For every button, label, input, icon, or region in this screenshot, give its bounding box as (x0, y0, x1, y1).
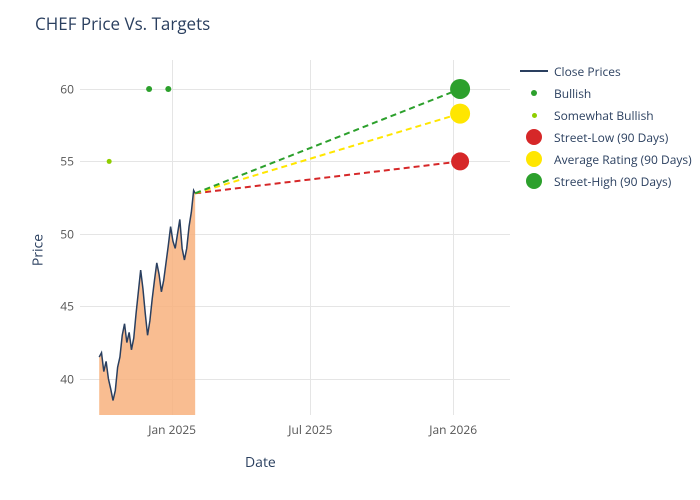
legend: Close Prices Bullish Somewhat Bullish Stree… (520, 60, 692, 192)
legend-swatch (520, 151, 548, 167)
target-marker (450, 104, 470, 124)
legend-item: Close Prices (520, 60, 692, 82)
chart-title: CHEF Price Vs. Targets (35, 12, 210, 35)
legend-swatch (520, 113, 548, 118)
legend-label: Bullish (554, 85, 591, 102)
y-axis-label: Price (29, 234, 48, 266)
plot-area: Jan 2025Jul 2025Jan 20264045505560 (80, 60, 510, 415)
legend-label: Street-High (90 Days) (554, 173, 671, 190)
chart-svg (80, 60, 510, 415)
legend-label: Average Rating (90 Days) (554, 151, 692, 168)
bullish-marker (165, 86, 171, 92)
legend-swatch (520, 173, 548, 189)
chart-container: CHEF Price Vs. Targets Price Date Jan 20… (0, 0, 700, 500)
x-tick-label: Jul 2025 (288, 415, 332, 438)
target-marker (450, 79, 470, 99)
y-tick-label: 45 (60, 298, 80, 315)
y-tick-label: 55 (60, 153, 80, 170)
y-tick-label: 60 (60, 80, 80, 97)
target-marker (451, 152, 469, 170)
legend-swatch (520, 90, 548, 96)
y-tick-label: 50 (60, 225, 80, 242)
legend-swatch (520, 129, 548, 145)
legend-label: Close Prices (554, 63, 621, 80)
legend-item: Street-High (90 Days) (520, 170, 692, 192)
y-tick-label: 40 (60, 370, 80, 387)
bullish-marker (146, 86, 152, 92)
x-tick-label: Jan 2026 (429, 415, 477, 438)
x-tick-label: Jan 2025 (148, 415, 196, 438)
target-line (195, 114, 460, 194)
legend-item: Street-Low (90 Days) (520, 126, 692, 148)
legend-item: Somewhat Bullish (520, 104, 692, 126)
legend-item: Average Rating (90 Days) (520, 148, 692, 170)
legend-item: Bullish (520, 82, 692, 104)
legend-swatch (520, 70, 548, 72)
legend-label: Street-Low (90 Days) (554, 129, 668, 146)
x-axis-label: Date (245, 453, 276, 472)
somewhat-bullish-marker (107, 159, 112, 164)
legend-label: Somewhat Bullish (554, 107, 654, 124)
